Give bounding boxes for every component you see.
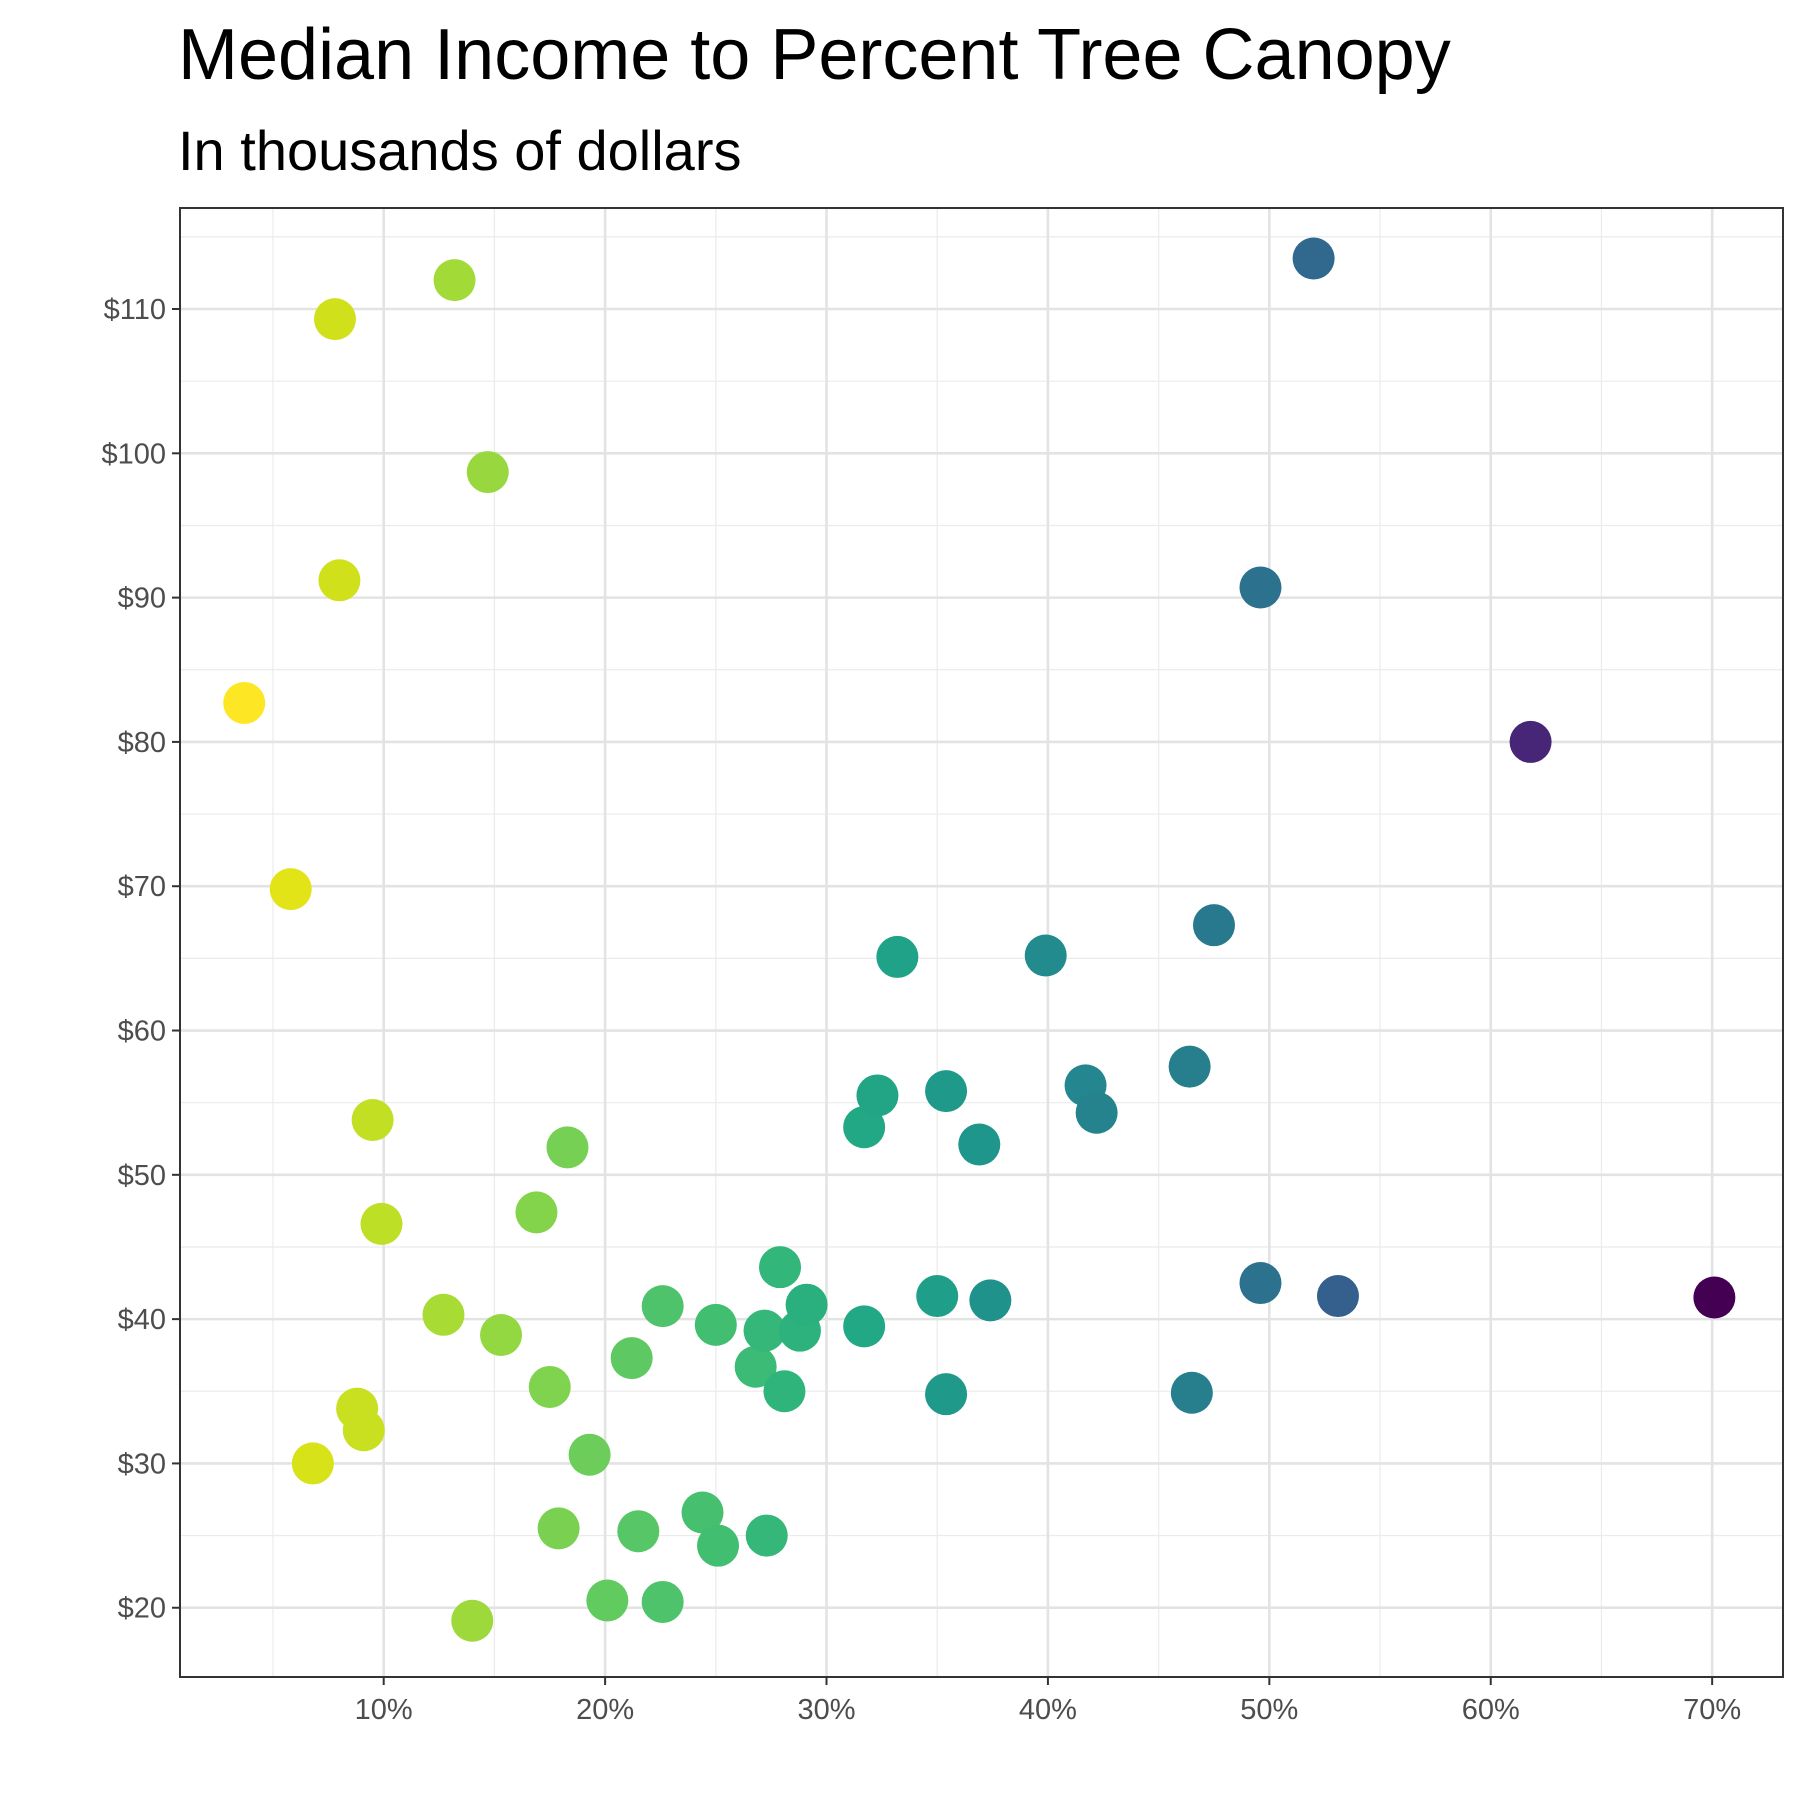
data-point (697, 1524, 740, 1567)
data-point (843, 1106, 886, 1149)
data-points (223, 237, 1736, 1642)
x-tick-label: 20% (576, 1694, 634, 1726)
data-point (586, 1579, 629, 1622)
data-point (785, 1283, 828, 1326)
data-point (1168, 1045, 1211, 1088)
data-point (641, 1580, 684, 1623)
data-point (1292, 237, 1335, 280)
data-point (1239, 566, 1282, 609)
data-point (759, 1246, 802, 1289)
data-point (694, 1303, 737, 1346)
y-tick-label: $60 (118, 1016, 166, 1048)
data-point (318, 559, 361, 602)
data-point (480, 1314, 523, 1357)
x-tick-label: 60% (1462, 1694, 1520, 1726)
y-tick-label: $100 (101, 438, 166, 470)
data-point (342, 1409, 385, 1452)
data-point (360, 1202, 403, 1245)
data-point (745, 1514, 788, 1557)
data-point (843, 1305, 886, 1348)
data-point (763, 1370, 806, 1413)
y-tick-label: $70 (118, 871, 166, 903)
data-point (916, 1275, 959, 1318)
data-point (617, 1510, 660, 1553)
data-point (1693, 1276, 1736, 1319)
data-point (466, 451, 509, 494)
data-point (1316, 1275, 1359, 1318)
data-point (422, 1293, 465, 1336)
y-axis-tick-labels: $20 $30 $40 $50 $60 $70 $80 $90 $100 $110 (101, 294, 166, 1625)
data-point (743, 1309, 786, 1352)
x-tick-label: 10% (355, 1694, 413, 1726)
chart-subtitle: In thousands of dollars (178, 119, 742, 182)
data-point (313, 298, 356, 341)
data-point (451, 1599, 494, 1642)
y-tick-label: $80 (118, 727, 166, 759)
major-gridlines (180, 208, 1783, 1677)
x-tick-label: 30% (797, 1694, 855, 1726)
x-axis-tick-labels: 10% 20% 30% 40% 50% 60% 70% (355, 1694, 1741, 1726)
data-point (681, 1491, 724, 1534)
data-point (1192, 904, 1235, 947)
data-point (1075, 1091, 1118, 1134)
data-point (546, 1126, 589, 1169)
data-point (433, 259, 476, 302)
x-tick-label: 40% (1019, 1694, 1077, 1726)
data-point (291, 1442, 334, 1485)
data-point (1024, 934, 1067, 977)
plot-background (180, 208, 1783, 1677)
x-tick-label: 70% (1683, 1694, 1741, 1726)
y-tick-label: $50 (118, 1160, 166, 1192)
data-point (958, 1123, 1001, 1166)
data-point (568, 1433, 611, 1476)
data-point (223, 681, 266, 724)
data-point (1509, 720, 1552, 763)
data-point (876, 935, 919, 978)
axis-ticks (172, 308, 1714, 1685)
data-point (1170, 1371, 1213, 1414)
data-point (734, 1345, 777, 1388)
data-point (925, 1070, 968, 1113)
y-tick-label: $110 (104, 294, 166, 326)
data-point (528, 1365, 571, 1408)
data-point (515, 1191, 558, 1234)
chart-title: Median Income to Percent Tree Canopy (178, 15, 1451, 95)
data-point (351, 1098, 394, 1141)
plot-border (179, 207, 1784, 1678)
data-point (610, 1337, 653, 1380)
data-point (269, 868, 312, 911)
data-point (925, 1373, 968, 1416)
y-tick-label: $30 (118, 1448, 166, 1480)
y-tick-label: $20 (118, 1593, 166, 1625)
y-tick-label: $90 (118, 583, 166, 615)
data-point (1239, 1262, 1282, 1305)
y-tick-label: $40 (118, 1304, 166, 1336)
data-point (537, 1507, 580, 1550)
x-tick-label: 50% (1240, 1694, 1298, 1726)
data-point (856, 1074, 899, 1117)
data-point (641, 1285, 684, 1328)
data-point (969, 1279, 1012, 1322)
